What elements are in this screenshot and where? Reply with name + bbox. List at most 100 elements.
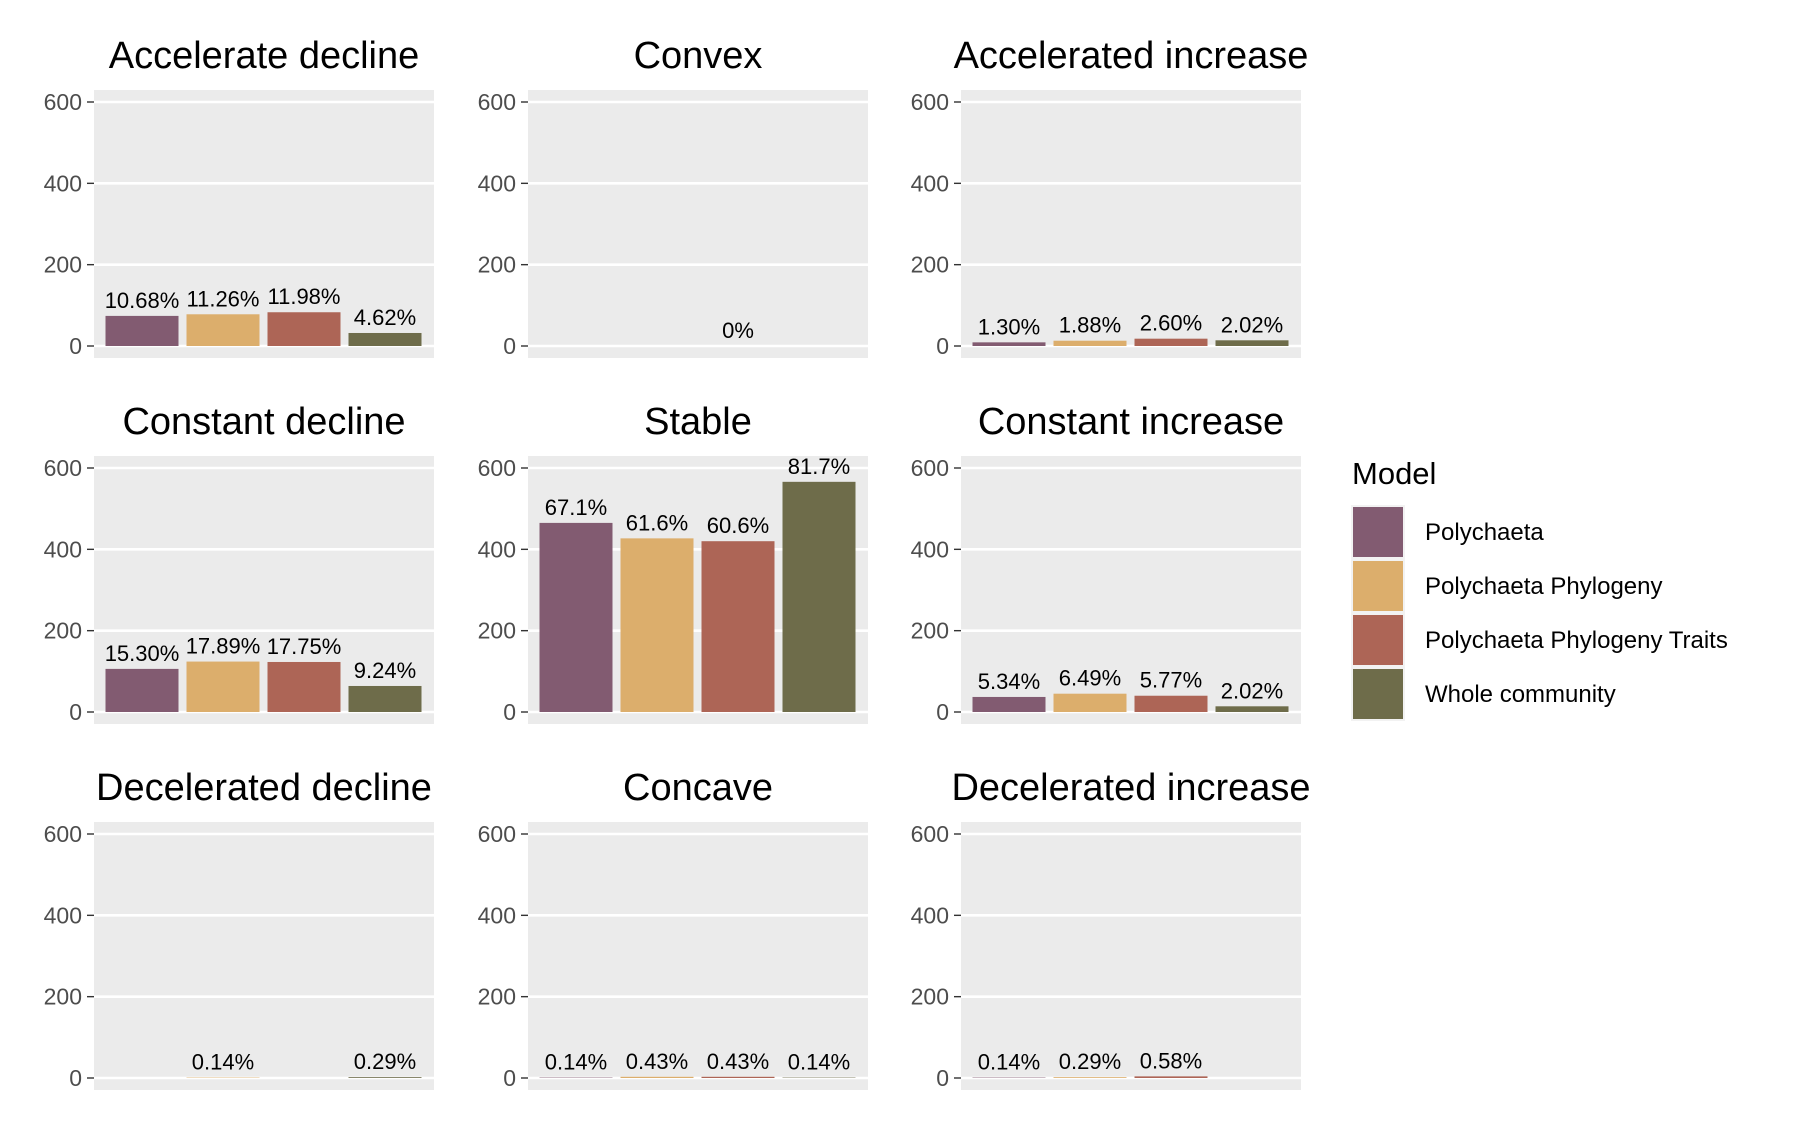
- data-label: 11.26%: [187, 286, 260, 311]
- data-label: 0.43%: [626, 1049, 688, 1074]
- data-label: 10.68%: [105, 288, 180, 313]
- y-tick-label: 200: [911, 984, 949, 1010]
- bar: [1215, 706, 1289, 712]
- y-tick-label: 600: [911, 821, 949, 847]
- y-tick-label: 0: [936, 333, 949, 359]
- y-tick-label: 400: [44, 902, 82, 928]
- data-label: 0.14%: [788, 1050, 850, 1075]
- panel-constant-increase: Constant increase 0 200 400 600 5.34% 6.49% 5.7…: [911, 401, 1301, 725]
- y-tick-label: 600: [911, 89, 949, 115]
- panel-accelerate-decline: Accelerate decline 0 200 400 600 10.68% 11.26%…: [44, 35, 434, 359]
- legend-title: Model: [1352, 456, 1436, 491]
- data-label: 0.58%: [1140, 1048, 1202, 1073]
- data-label: 67.1%: [545, 495, 607, 520]
- panel-title: Convex: [634, 35, 763, 77]
- data-label: 15.30%: [105, 641, 180, 666]
- panel-decelerated-decline: Decelerated decline 0 200 400 600 0.14% 0.29%: [44, 767, 434, 1091]
- bar: [620, 1076, 694, 1078]
- legend-swatch: [1353, 507, 1403, 557]
- data-label: 1.30%: [978, 314, 1040, 339]
- y-tick-label: 400: [911, 536, 949, 562]
- bar: [1053, 1077, 1127, 1078]
- y-tick-label: 0: [936, 1065, 949, 1091]
- panel-title: Decelerated decline: [96, 767, 432, 809]
- data-label: 9.24%: [354, 658, 416, 683]
- y-tick-label: 200: [911, 618, 949, 644]
- panel-stable: Stable 0 200 400 600 67.1% 61.6% 60.6% 81.7%: [478, 401, 868, 725]
- bar: [348, 332, 422, 346]
- bar: [620, 538, 694, 712]
- panel-decelerated-increase: Decelerated increase 0 200 400 600 0.14% 0.29%…: [911, 767, 1311, 1091]
- bar: [1215, 340, 1289, 346]
- legend: Model Polychaeta Polychaeta Phylogeny Polyc…: [1351, 456, 1728, 721]
- y-tick-label: 0: [503, 333, 516, 359]
- panel-background: [94, 90, 434, 358]
- data-label: 0.43%: [707, 1049, 769, 1074]
- panel-title: Constant decline: [122, 401, 405, 443]
- panel-convex: Convex 0 200 400 600 0%: [478, 35, 868, 359]
- y-tick-label: 600: [911, 455, 949, 481]
- y-tick-label: 200: [478, 618, 516, 644]
- data-label: 2.02%: [1221, 312, 1283, 337]
- y-tick-label: 400: [478, 170, 516, 196]
- y-tick-label: 600: [44, 89, 82, 115]
- bar: [701, 541, 775, 712]
- bar: [348, 685, 422, 712]
- bar: [1134, 1076, 1208, 1078]
- panel-title: Accelerated increase: [954, 35, 1309, 77]
- data-label: 4.62%: [354, 305, 416, 330]
- data-label: 61.6%: [626, 510, 688, 535]
- legend-label: Whole community: [1425, 681, 1616, 708]
- data-label: 0.29%: [1059, 1049, 1121, 1074]
- data-label: 0.14%: [978, 1050, 1040, 1075]
- panel-background: [961, 90, 1301, 358]
- data-label: 5.34%: [978, 669, 1040, 694]
- y-tick-label: 200: [911, 252, 949, 278]
- y-tick-label: 200: [478, 984, 516, 1010]
- y-tick-label: 0: [936, 699, 949, 725]
- y-tick-label: 400: [44, 536, 82, 562]
- y-tick-label: 400: [478, 536, 516, 562]
- y-tick-label: 600: [478, 455, 516, 481]
- data-label: 0.14%: [545, 1050, 607, 1075]
- y-tick-label: 200: [44, 618, 82, 644]
- bar: [1053, 693, 1127, 712]
- y-tick-label: 0: [503, 699, 516, 725]
- bar: [186, 314, 260, 346]
- y-tick-label: 0: [503, 1065, 516, 1091]
- panel-title: Concave: [623, 767, 773, 809]
- bar: [1134, 695, 1208, 712]
- legend-label: Polychaeta: [1425, 519, 1544, 546]
- y-tick-label: 600: [44, 821, 82, 847]
- bar: [1134, 338, 1208, 346]
- panel-title: Constant increase: [978, 401, 1284, 443]
- bar: [105, 315, 179, 346]
- bar: [267, 312, 341, 346]
- y-tick-label: 200: [478, 252, 516, 278]
- panel-background: [528, 822, 868, 1090]
- y-tick-label: 400: [478, 902, 516, 928]
- bar: [701, 1076, 775, 1078]
- y-tick-label: 400: [911, 902, 949, 928]
- panel-constant-decline: Constant decline 0 200 400 600 15.30% 17.89% 17…: [44, 401, 434, 725]
- bar: [105, 668, 179, 712]
- bar: [186, 661, 260, 712]
- data-label: 17.89%: [186, 634, 261, 659]
- bar: [348, 1077, 422, 1078]
- y-tick-label: 0: [69, 1065, 82, 1091]
- data-label: 81.7%: [788, 454, 850, 479]
- legend-label: Polychaeta Phylogeny: [1425, 573, 1663, 600]
- y-tick-label: 600: [478, 821, 516, 847]
- panel-title: Decelerated increase: [951, 767, 1310, 809]
- data-label: 0.14%: [192, 1050, 254, 1075]
- bar: [972, 342, 1046, 346]
- legend-swatch: [1353, 615, 1403, 665]
- data-label: 0.29%: [354, 1049, 416, 1074]
- y-tick-label: 400: [44, 170, 82, 196]
- legend-label: Polychaeta Phylogeny Traits: [1425, 627, 1728, 654]
- panel-title: Accelerate decline: [109, 35, 420, 77]
- data-label: 5.77%: [1140, 668, 1202, 693]
- data-label: 1.88%: [1059, 313, 1121, 338]
- data-label: 17.75%: [267, 634, 342, 659]
